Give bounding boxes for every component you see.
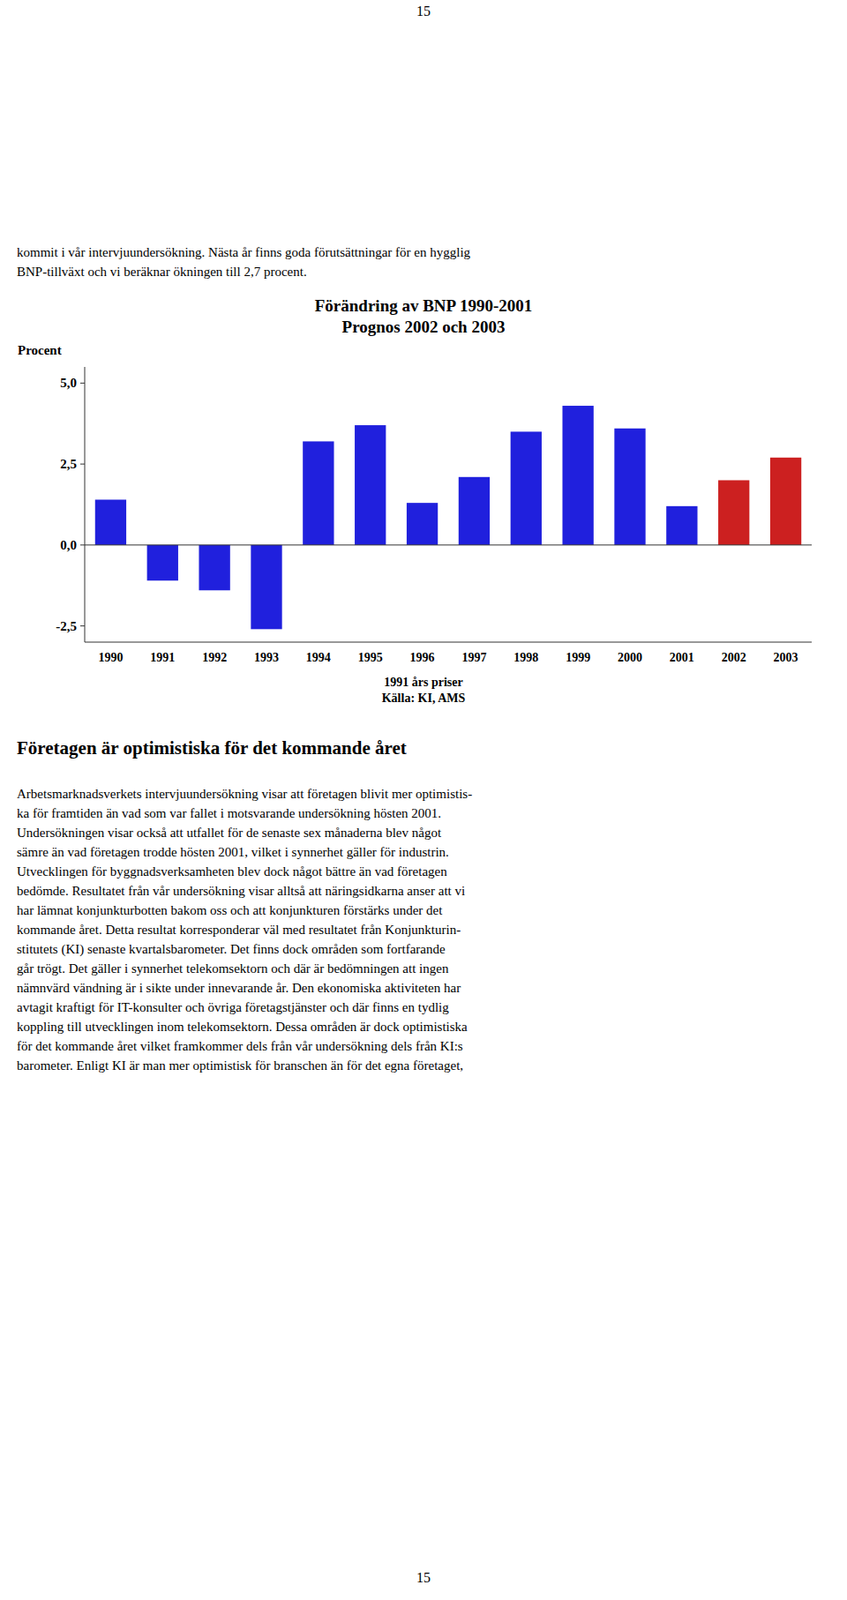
bar	[666, 506, 698, 546]
x-tick-label: 1998	[513, 651, 539, 665]
bar	[718, 479, 750, 545]
body-line: koppling till utvecklingen inom telekoms…	[16, 1019, 468, 1035]
x-tick-label: 2000	[617, 651, 643, 665]
body-line: bedömde. Resultatet från vår undersöknin…	[16, 884, 465, 900]
y-tick	[80, 382, 85, 384]
body-line: har lämnat konjunkturbotten bakom oss oc…	[16, 903, 443, 919]
page-number: 15	[0, 3, 847, 20]
y-tick-label: -2,5	[55, 619, 77, 634]
y-tick	[80, 544, 85, 546]
x-tick-label: 2002	[721, 651, 747, 665]
bar	[302, 441, 334, 545]
body-line: stitutets (KI) senaste kvartalsbarometer…	[16, 942, 446, 958]
body-line: avtagit kraftigt för IT-konsulter och öv…	[16, 1000, 450, 1016]
x-tick-label: 1994	[306, 651, 331, 665]
x-tick-label: 1992	[202, 651, 227, 665]
x-tick-label: 1999	[565, 651, 591, 665]
page-number: 15	[0, 1570, 847, 1587]
y-tick	[80, 625, 85, 627]
body-line: Utvecklingen för byggnadsverksamheten bl…	[16, 864, 448, 880]
paragraph-line: BNP-tillväxt och vi beräknar ökningen ti…	[16, 264, 308, 280]
chart-subtitle: Prognos 2002 och 2003	[0, 317, 847, 338]
bar	[406, 502, 438, 546]
body-line: nämnvärd vändning är i sikte under innev…	[16, 981, 461, 997]
bar	[95, 499, 127, 545]
x-tick-label: 2003	[773, 651, 799, 665]
source-note: Källa: KI, AMS	[0, 691, 847, 706]
zero-line	[84, 544, 812, 546]
bar	[198, 545, 230, 591]
chart: Procent -2,5 0,0 2,5 5,0 1990 1991 1992 1993 1994…	[0, 342, 847, 696]
x-tick-label: 1991	[149, 651, 175, 665]
bar	[510, 431, 542, 545]
bar	[770, 457, 802, 546]
bar	[250, 545, 282, 630]
body-line: sämre än vad företagen trodde hösten 200…	[16, 845, 450, 861]
bar	[354, 425, 386, 546]
y-tick-label: 5,0	[59, 375, 77, 390]
y-tick	[80, 464, 85, 465]
paragraph-line: kommit i vår intervjuundersökning. Nästa…	[16, 245, 471, 261]
body-line: ka för framtiden än vad som var fallet i…	[16, 806, 442, 822]
bar	[147, 545, 179, 581]
body-line: kommande året. Detta resultat korrespond…	[16, 922, 461, 938]
y-axis-line	[84, 367, 86, 643]
body-line: barometer. Enligt KI är man mer optimist…	[16, 1058, 464, 1074]
body-line: för det kommande året vilket framkommer …	[16, 1039, 464, 1055]
section-title: Företagen är optimistiska för det komman…	[16, 737, 407, 760]
body-line: Arbetsmarknadsverkets intervjuundersökni…	[16, 787, 473, 803]
x-axis-line	[84, 642, 812, 644]
x-tick-label: 1997	[461, 651, 487, 665]
body-line: går trögt. Det gäller i synnerhet teleko…	[16, 961, 449, 977]
bar	[614, 428, 645, 546]
bar	[562, 405, 593, 546]
bar	[458, 477, 490, 546]
y-axis-label: Procent	[17, 343, 62, 358]
x-tick-label: 2001	[669, 651, 695, 665]
x-tick-label: 1995	[358, 651, 383, 665]
chart-title: Förändring av BNP 1990-2001	[0, 296, 847, 316]
source-note: 1991 års priser	[0, 675, 847, 690]
y-tick-label: 2,5	[59, 457, 77, 472]
body-line: Undersökningen visar också att utfallet …	[16, 825, 442, 841]
x-tick-label: 1996	[410, 651, 435, 665]
x-tick-label: 1990	[97, 651, 123, 665]
x-tick-label: 1993	[254, 651, 279, 665]
bars	[95, 405, 802, 630]
y-tick-label: 0,0	[59, 538, 77, 553]
